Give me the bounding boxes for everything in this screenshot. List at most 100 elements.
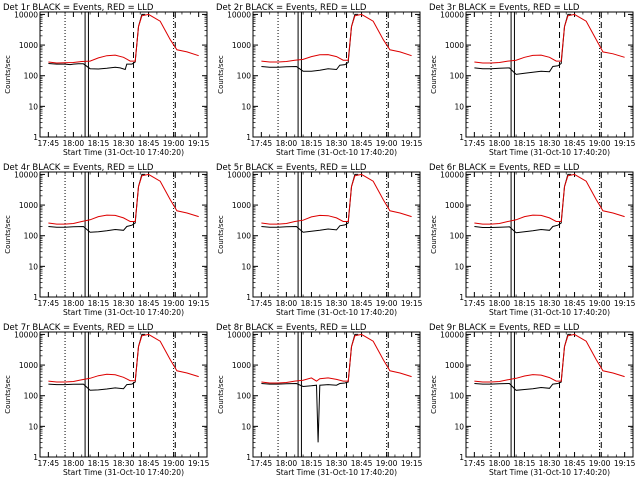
panel-title: Det 8r BLACK = Events, RED = LLD <box>216 323 367 333</box>
y-tick-label: 100 <box>237 232 252 241</box>
x-tick-label: 18:00 <box>63 139 85 148</box>
y-tick-label: 1 <box>246 293 251 302</box>
y-tick-label: 10000 <box>14 330 38 339</box>
y-tick-label: 1 <box>246 133 251 142</box>
x-tick-label: 17:45 <box>464 139 486 148</box>
panel-title: Det 6r BLACK = Events, RED = LLD <box>429 163 580 173</box>
y-tick-label: 1000 <box>445 41 464 50</box>
series-lld-line <box>474 173 625 225</box>
y-tick-label: 100 <box>237 392 252 401</box>
y-tick-label: 1000 <box>232 361 251 370</box>
x-axis-label: Start Time (31-Oct-10 17:40:20) <box>489 148 610 157</box>
x-tick-label: 18:15 <box>301 299 323 308</box>
y-tick-label: 10000 <box>227 330 251 339</box>
x-tick-label: 18:00 <box>63 459 85 468</box>
x-axis-label: Start Time (31-Oct-10 17:40:20) <box>63 468 184 477</box>
x-tick-label: 19:15 <box>188 139 210 148</box>
x-axis-label: Start Time (31-Oct-10 17:40:20) <box>276 148 397 157</box>
x-axis-label: Start Time (31-Oct-10 17:40:20) <box>63 148 184 157</box>
y-axis-label: Counts/sec <box>430 55 438 94</box>
y-tick-label: 100 <box>450 392 465 401</box>
x-tick-label: 19:00 <box>589 299 611 308</box>
y-axis-label: Counts/sec <box>4 55 12 94</box>
x-tick-label: 17:45 <box>251 299 273 308</box>
y-tick-label: 100 <box>24 232 39 241</box>
y-tick-label: 100 <box>237 72 252 81</box>
x-tick-label: 19:15 <box>188 299 210 308</box>
y-tick-label: 100 <box>24 72 39 81</box>
x-tick-label: 18:45 <box>564 459 586 468</box>
x-tick-label: 18:30 <box>539 459 561 468</box>
panel-det-8: Det 8r BLACK = Events, RED = LLD Counts/s… <box>216 323 423 477</box>
x-tick-label: 17:45 <box>464 459 486 468</box>
series-events-line <box>261 173 359 233</box>
x-tick-label: 19:15 <box>401 139 423 148</box>
y-tick-label: 1000 <box>19 201 38 210</box>
panel-det-9: Det 9r BLACK = Events, RED = LLD Counts/s… <box>429 323 636 477</box>
panel-det-6: Det 6r BLACK = Events, RED = LLD Counts/s… <box>429 163 636 317</box>
x-tick-label: 18:45 <box>351 299 373 308</box>
y-tick-label: 100 <box>450 232 465 241</box>
x-tick-label: 17:45 <box>38 459 60 468</box>
y-tick-label: 1000 <box>19 41 38 50</box>
x-tick-label: 18:15 <box>88 139 110 148</box>
y-tick-label: 1 <box>33 133 38 142</box>
x-tick-label: 18:30 <box>326 459 348 468</box>
x-tick-label: 19:00 <box>163 299 185 308</box>
x-tick-label: 18:45 <box>564 299 586 308</box>
y-tick-label: 1 <box>33 453 38 462</box>
y-axis-label: Counts/sec <box>217 375 225 414</box>
x-tick-label: 17:45 <box>251 459 273 468</box>
panel-det-4: Det 4r BLACK = Events, RED = LLD Counts/s… <box>3 163 210 317</box>
x-tick-label: 17:45 <box>251 139 273 148</box>
y-tick-label: 10 <box>454 422 464 431</box>
y-axis-label: Counts/sec <box>217 55 225 94</box>
y-tick-label: 10000 <box>14 170 38 179</box>
x-tick-label: 19:00 <box>376 299 398 308</box>
series-lld-line <box>474 13 625 64</box>
y-tick-label: 100 <box>450 72 465 81</box>
panel-det-1: Det 1r BLACK = Events, RED = LLD Counts/s… <box>3 3 210 157</box>
x-tick-label: 18:30 <box>539 139 561 148</box>
y-tick-label: 1000 <box>232 201 251 210</box>
x-tick-label: 19:00 <box>376 139 398 148</box>
panel-title: Det 4r BLACK = Events, RED = LLD <box>3 163 154 173</box>
x-tick-label: 18:45 <box>138 459 160 468</box>
y-tick-label: 1 <box>246 453 251 462</box>
x-tick-label: 18:15 <box>514 299 536 308</box>
panel-title: Det 3r BLACK = Events, RED = LLD <box>429 3 580 13</box>
x-tick-label: 19:15 <box>614 139 636 148</box>
y-tick-label: 10 <box>28 102 38 111</box>
x-tick-label: 18:30 <box>326 139 348 148</box>
x-tick-label: 19:15 <box>188 459 210 468</box>
panel-det-7: Det 7r BLACK = Events, RED = LLD Counts/s… <box>3 323 210 477</box>
y-tick-label: 10000 <box>440 10 464 19</box>
y-axis-label: Counts/sec <box>430 215 438 254</box>
x-tick-label: 19:00 <box>376 459 398 468</box>
x-tick-label: 17:45 <box>38 139 60 148</box>
panel-det-5: Det 5r BLACK = Events, RED = LLD Counts/s… <box>216 163 423 317</box>
y-tick-label: 1 <box>459 133 464 142</box>
y-tick-label: 10000 <box>440 170 464 179</box>
panel-title: Det 5r BLACK = Events, RED = LLD <box>216 163 367 173</box>
y-tick-label: 1000 <box>19 361 38 370</box>
y-tick-label: 10 <box>454 262 464 271</box>
x-axis-label: Start Time (31-Oct-10 17:40:20) <box>63 308 184 317</box>
x-tick-label: 18:30 <box>113 459 135 468</box>
x-tick-label: 18:15 <box>514 139 536 148</box>
x-tick-label: 19:15 <box>614 459 636 468</box>
x-tick-label: 19:00 <box>589 139 611 148</box>
x-tick-label: 18:45 <box>138 139 160 148</box>
series-events-line <box>261 13 359 72</box>
x-tick-label: 19:00 <box>589 459 611 468</box>
x-tick-label: 19:15 <box>401 299 423 308</box>
series-lld-line <box>474 333 625 383</box>
x-tick-label: 19:15 <box>401 459 423 468</box>
y-tick-label: 10 <box>241 422 251 431</box>
x-tick-label: 18:30 <box>113 299 135 308</box>
y-tick-label: 1 <box>33 293 38 302</box>
x-tick-label: 18:15 <box>301 459 323 468</box>
x-tick-label: 18:00 <box>489 459 511 468</box>
x-axis-label: Start Time (31-Oct-10 17:40:20) <box>489 308 610 317</box>
series-events-line <box>48 13 146 71</box>
